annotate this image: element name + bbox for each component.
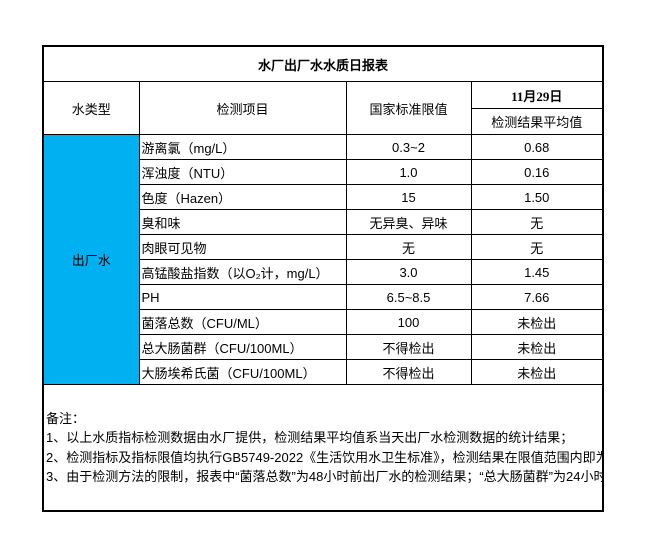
header-row-2: 检测结果平均值 — [43, 108, 604, 135]
item-cell: 游离氯（mg/L） — [138, 134, 347, 160]
notes-label: 备注： — [46, 410, 86, 426]
water-type-value-cell: 出厂水 — [42, 134, 140, 385]
result-cell: 0.16 — [470, 159, 604, 185]
col-header-standard: 国家标准限值 — [345, 81, 472, 135]
standard-cell: 0.3~2 — [345, 134, 472, 160]
header-row-1: 水类型 检测项目 国家标准限值 11月29日 — [42, 81, 604, 135]
standard-cell: 无 — [345, 234, 472, 260]
note-line-1: 1、以上水质指标检测数据由水厂提供，检测结果平均值系当天出厂水检测数据的统计结果… — [46, 430, 574, 445]
standard-cell: 6.5~8.5 — [345, 284, 472, 310]
table-row: 大肠埃希氏菌（CFU/100ML） 不得检出 未检出 — [43, 359, 604, 385]
title-row: 水厂出厂水水质日报表 — [42, 45, 604, 82]
item-cell: 臭和味 — [138, 209, 347, 235]
result-cell: 无 — [470, 209, 604, 235]
table-row: 出厂水 游离氯（mg/L） 0.3~2 0.68 — [42, 134, 604, 385]
standard-cell: 不得检出 — [345, 334, 472, 360]
notes-row: 备注： 1、以上水质指标检测数据由水厂提供，检测结果平均值系当天出厂水检测数据的… — [42, 384, 604, 512]
result-cell: 0.68 — [470, 134, 604, 160]
col-header-water-type: 水类型 — [42, 81, 140, 135]
item-cell: 肉眼可见物 — [138, 234, 347, 260]
table-row: PH 6.5~8.5 7.66 — [43, 284, 604, 310]
col-header-item: 检测项目 — [138, 81, 347, 135]
item-cell: 高锰酸盐指数（以O₂计，mg/L） — [138, 259, 347, 285]
standard-cell: 15 — [345, 184, 472, 210]
table-row: 浑浊度（NTU） 1.0 0.16 — [43, 159, 604, 185]
item-cell: PH — [138, 284, 347, 310]
standard-cell: 无异臭、异味 — [345, 209, 472, 235]
standard-cell: 不得检出 — [345, 359, 472, 385]
item-cell: 浑浊度（NTU） — [138, 159, 347, 185]
report-title: 水厂出厂水水质日报表 — [42, 45, 604, 82]
note-line-3: 3、由于检测方法的限制，报表中“菌落总数”为48小时前出厂水的检测结果；“总大肠… — [46, 469, 602, 484]
water-quality-report-table: 水厂出厂水水质日报表 水类型 检测项目 国家标准限值 11月29日 检测结果平均… — [42, 45, 605, 512]
result-cell: 1.50 — [470, 184, 604, 210]
standard-cell: 3.0 — [345, 259, 472, 285]
item-cell: 菌落总数（CFU/ML） — [138, 309, 347, 335]
result-cell: 未检出 — [470, 334, 604, 360]
table-row: 色度（Hazen） 15 1.50 — [43, 184, 604, 210]
result-cell: 未检出 — [470, 309, 604, 335]
item-cell: 色度（Hazen） — [138, 184, 347, 210]
col-header-result-avg: 检测结果平均值 — [470, 108, 604, 135]
note-line-2: 2、检测指标及指标限值均执行GB5749-2022《生活饮用水卫生标准》，检测结… — [46, 449, 604, 465]
col-header-date: 11月29日 — [470, 81, 604, 109]
table-row: 臭和味 无异臭、异味 无 — [43, 209, 604, 235]
result-cell: 1.45 — [470, 259, 604, 285]
notes-section: 备注： 1、以上水质指标检测数据由水厂提供，检测结果平均值系当天出厂水检测数据的… — [42, 384, 604, 512]
table-row: 总大肠菌群（CFU/100ML） 不得检出 未检出 — [43, 334, 604, 360]
standard-cell: 1.0 — [345, 159, 472, 185]
table-row: 高锰酸盐指数（以O₂计，mg/L） 3.0 1.45 — [43, 259, 604, 285]
result-cell: 7.66 — [470, 284, 604, 310]
table-row: 菌落总数（CFU/ML） 100 未检出 — [43, 309, 604, 335]
table-row: 肉眼可见物 无 无 — [43, 234, 604, 260]
result-cell: 无 — [470, 234, 604, 260]
item-cell: 总大肠菌群（CFU/100ML） — [138, 334, 347, 360]
standard-cell: 100 — [345, 309, 472, 335]
result-cell: 未检出 — [470, 359, 604, 385]
item-cell: 大肠埃希氏菌（CFU/100ML） — [138, 359, 347, 385]
